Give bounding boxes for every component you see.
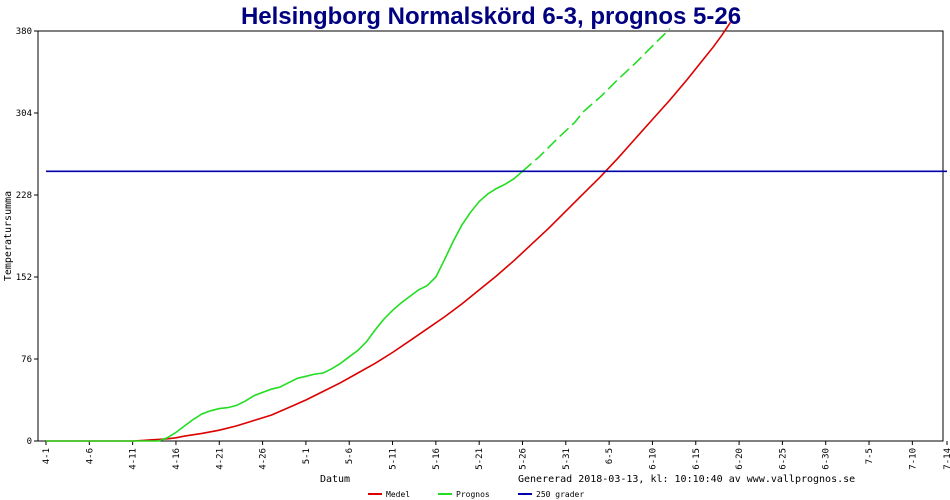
- generated-footer: Genererad 2018-03-13, kl: 10:10:40 av ww…: [518, 474, 855, 485]
- x-tick-label: 4-1: [42, 448, 52, 464]
- x-tick-label: 4-21: [215, 448, 225, 470]
- x-tick-label: 5-1: [302, 448, 312, 464]
- x-tick-label: 7-14: [943, 448, 950, 470]
- y-tick-label: 152: [16, 273, 32, 283]
- x-axis-label: Datum: [320, 474, 350, 485]
- plot-frame: [37, 30, 944, 442]
- series-line-prognos-dashed: [521, 28, 671, 172]
- y-tick-label: 76: [21, 355, 32, 365]
- x-tick-label: 6-25: [778, 448, 788, 470]
- x-tick-label: 6-30: [822, 448, 832, 470]
- x-tick-label: 4-11: [129, 448, 139, 470]
- x-tick-label: 5-11: [389, 448, 399, 470]
- y-axis-ticks: 0 76 152 228 304 380: [16, 27, 38, 447]
- legend: Medel Prognos 250 grader: [368, 490, 584, 499]
- x-tick-label: 5-16: [432, 448, 442, 470]
- x-tick-label: 7-5: [865, 448, 875, 464]
- y-tick-label: 228: [16, 191, 32, 201]
- x-tick-label: 5-31: [562, 448, 572, 470]
- x-tick-label: 5-26: [518, 448, 528, 470]
- x-tick-label: 5-21: [475, 448, 485, 470]
- x-axis-ticks: 4-1 4-6 4-11 4-16 4-21 4-26 5-1 5-6 5-11 5-16 5-21…: [42, 441, 950, 470]
- x-tick-label: 4-26: [259, 448, 269, 470]
- x-tick-label: 6-10: [648, 448, 658, 470]
- legend-label: 250 grader: [536, 490, 584, 499]
- x-tick-label: 4-16: [172, 448, 182, 470]
- series-layer: [46, 21, 947, 442]
- x-tick-label: 7-10: [908, 448, 918, 470]
- series-line-prognos: [46, 170, 524, 442]
- plot-area: [37, 30, 944, 442]
- legend-label: Prognos: [456, 490, 490, 499]
- x-tick-label: 6-15: [692, 448, 702, 470]
- x-tick-label: 6-5: [605, 448, 615, 464]
- series-line-medel: [46, 21, 732, 442]
- y-axis-label: Temperatursumma: [3, 191, 14, 281]
- y-tick-label: 380: [16, 27, 32, 37]
- chart-title: Helsingborg Normalskörd 6-3, prognos 5-2…: [241, 3, 741, 30]
- y-tick-label: 304: [16, 109, 32, 119]
- legend-label: Medel: [386, 490, 410, 499]
- y-tick-label: 0: [27, 437, 32, 447]
- x-tick-label: 4-6: [85, 448, 95, 464]
- x-tick-label: 6-20: [735, 448, 745, 470]
- x-tick-label: 5-6: [345, 448, 355, 464]
